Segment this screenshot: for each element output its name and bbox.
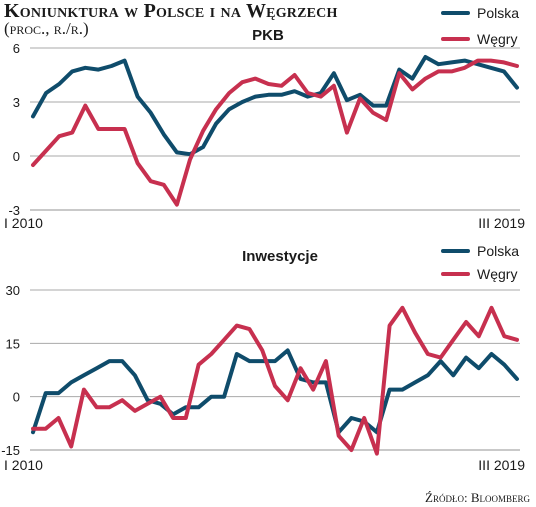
source-note: Źródło: Bloomberg (425, 490, 530, 505)
series-line-polska (31, 55, 519, 157)
legend-label: Polska (477, 5, 519, 21)
y-tick-label: -15 (1, 443, 20, 458)
legend-label: Polska (477, 243, 519, 259)
panel-title: Inwestycje (242, 248, 318, 265)
x-end-label: III 2019 (478, 457, 525, 473)
y-tick-label: 15 (6, 336, 20, 351)
y-tick-label: 0 (13, 390, 20, 405)
y-tick-label: 0 (13, 149, 20, 164)
x-start-label: I 2010 (4, 457, 43, 473)
chart-title: Koniunktura w Polsce i na Węgrzech (4, 0, 338, 22)
y-tick-label: 30 (6, 283, 20, 298)
series-line-polska (31, 348, 519, 435)
panel-1: PKB -3 0 3 6 I 2010 III 2019 Polska Węgry (4, 5, 525, 231)
x-start-label: I 2010 (4, 215, 43, 231)
legend-label: Węgry (477, 31, 517, 47)
series-line-wegry (31, 58, 519, 207)
legend-label: Węgry (477, 266, 517, 282)
panel-2: Inwestycje -15 0 15 30 I 2010 III 2019 Polska Wę… (1, 243, 525, 473)
panel-title: PKB (252, 27, 284, 44)
y-tick-label: -3 (8, 203, 20, 218)
y-tick-label: 6 (13, 41, 20, 56)
y-tick-label: 3 (13, 95, 20, 110)
chart-subtitle: (proc., r./r.) (4, 19, 89, 38)
series-line-wegry (31, 305, 519, 456)
x-end-label: III 2019 (478, 215, 525, 231)
